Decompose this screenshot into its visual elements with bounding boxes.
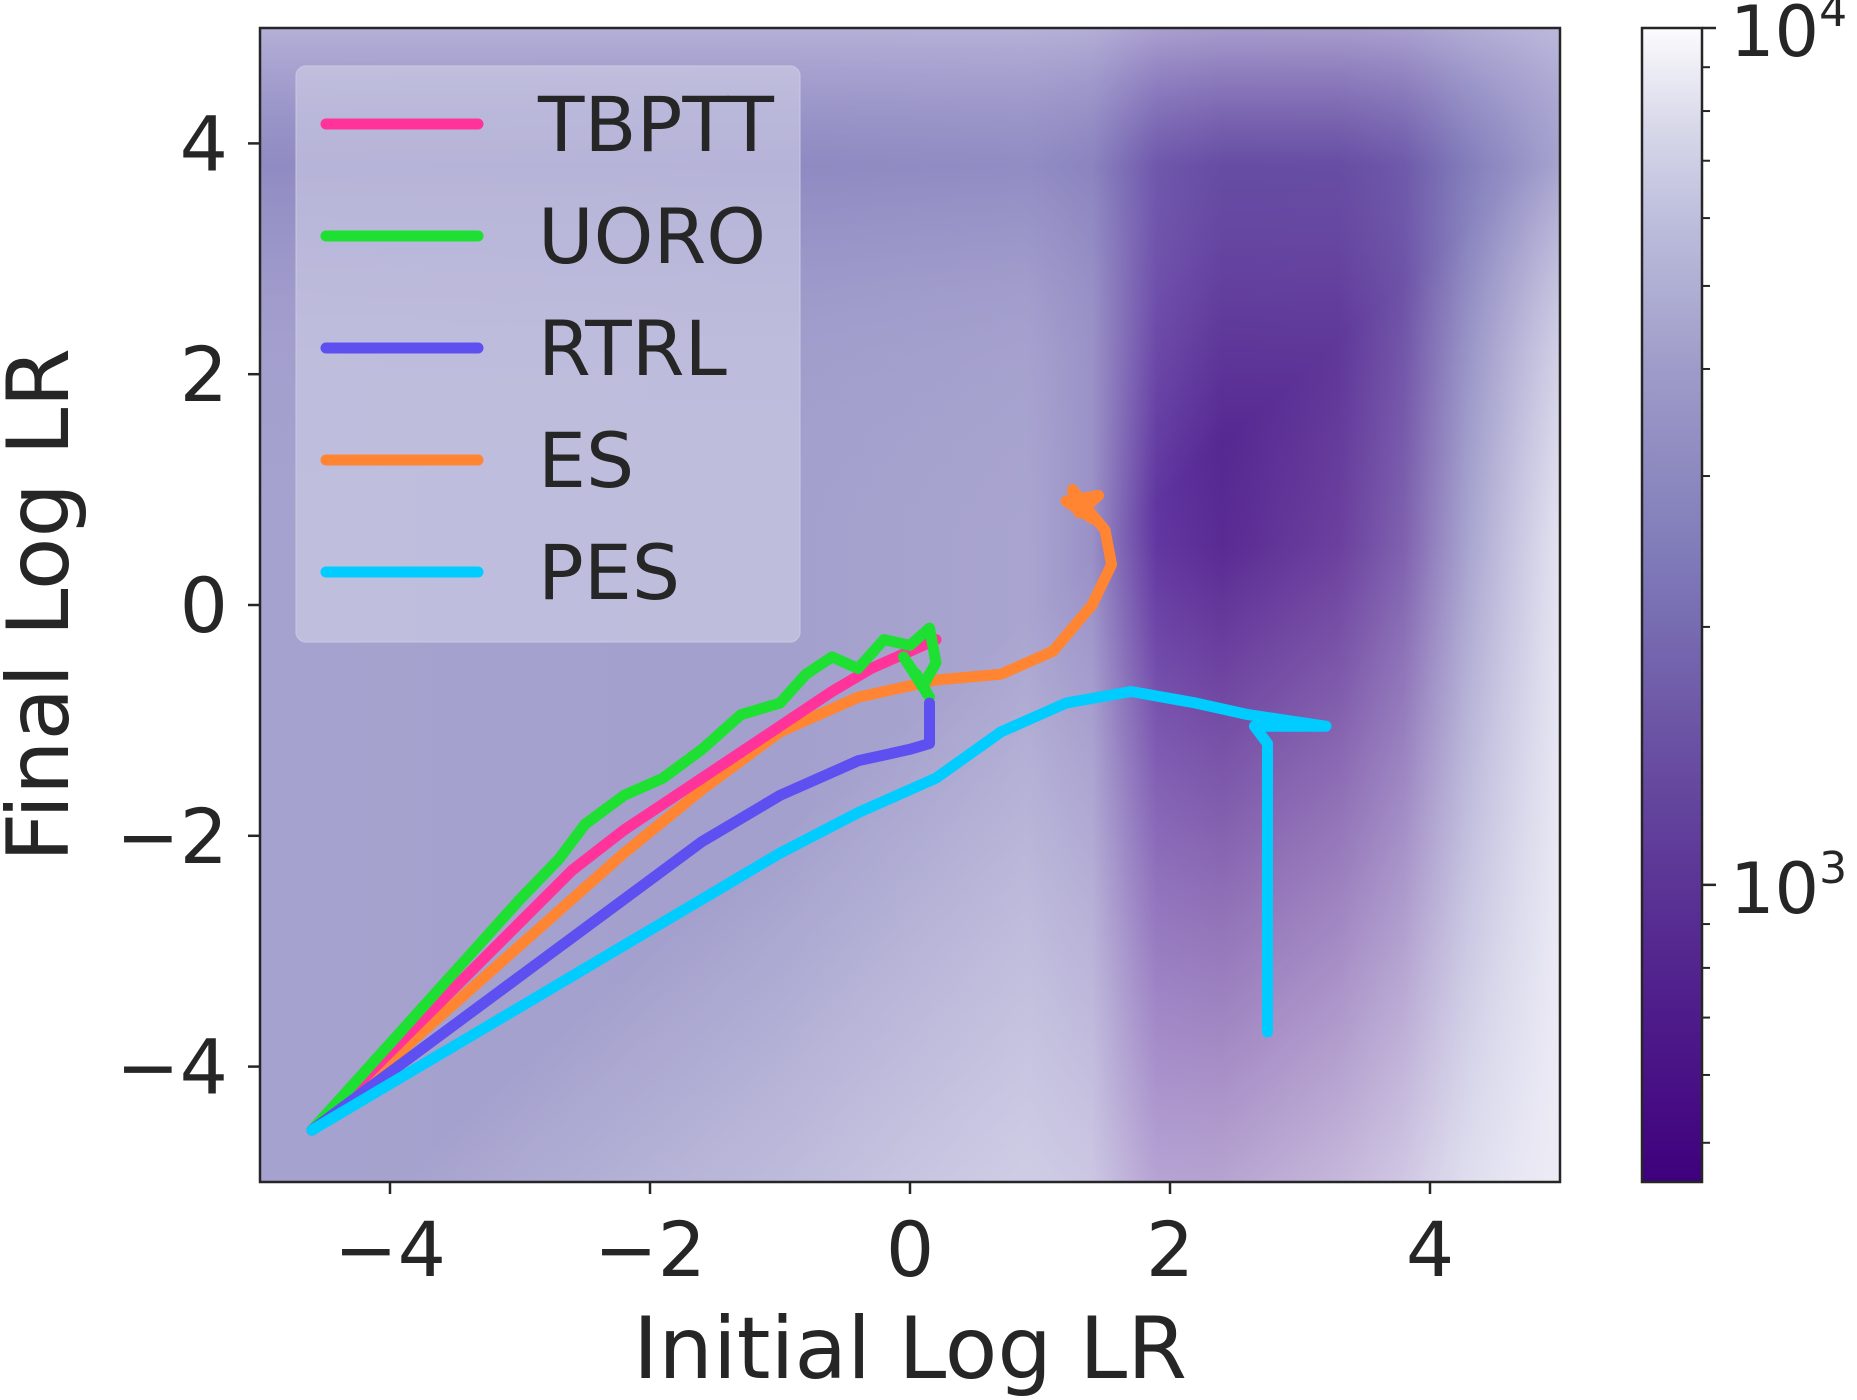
x-tick-label: −4 (334, 1205, 446, 1294)
legend-box (295, 65, 801, 643)
y-tick-label: 4 (180, 99, 228, 188)
y-tick-label: −4 (116, 1023, 228, 1112)
y-tick-label: 0 (180, 561, 228, 650)
colorbar-major-ticks: 103 104 (1702, 0, 1847, 930)
y-tick-label: 2 (180, 330, 228, 419)
legend-entries: TBPTT UORO RTRL ES PES (320, 80, 774, 617)
x-tick-label: 2 (1146, 1205, 1194, 1294)
colorbar-gradient (1642, 28, 1702, 1182)
y-axis-ticks: −4 −2 0 2 4 (116, 99, 260, 1112)
series-layer (306, 484, 1332, 1136)
series-line-tbptt (306, 634, 942, 1136)
series-line-pes (306, 686, 1332, 1136)
legend: TBPTT UORO RTRL ES PES (295, 65, 801, 643)
x-tick-label: −2 (594, 1205, 706, 1294)
colorbar-minor-ticks (1702, 66, 1710, 1144)
legend-label-es: ES (538, 416, 634, 505)
legend-label-pes: PES (538, 528, 680, 617)
legend-label-uoro: UORO (538, 192, 766, 281)
x-tick-label: 4 (1406, 1205, 1454, 1294)
y-axis-label: Final Log LR (0, 348, 89, 862)
series-line-rtrl (306, 697, 935, 1136)
colorbar: 103 104 (1640, 0, 1847, 1184)
y-tick-label: −2 (116, 792, 228, 881)
colorbar-frame (1640, 26, 1704, 1184)
legend-label-tbptt: TBPTT (537, 80, 774, 169)
x-axis-ticks: −4 −2 0 2 4 (334, 1182, 1454, 1294)
x-tick-label: 0 (886, 1205, 934, 1294)
x-axis-label: Initial Log LR (633, 1299, 1187, 1399)
colorbar-tick-label: 104 (1730, 0, 1847, 73)
series-line-uoro (306, 622, 942, 1136)
legend-label-rtrl: RTRL (538, 304, 727, 393)
series-line-es (306, 484, 1117, 1136)
colorbar-tick-label: 103 (1730, 843, 1847, 930)
